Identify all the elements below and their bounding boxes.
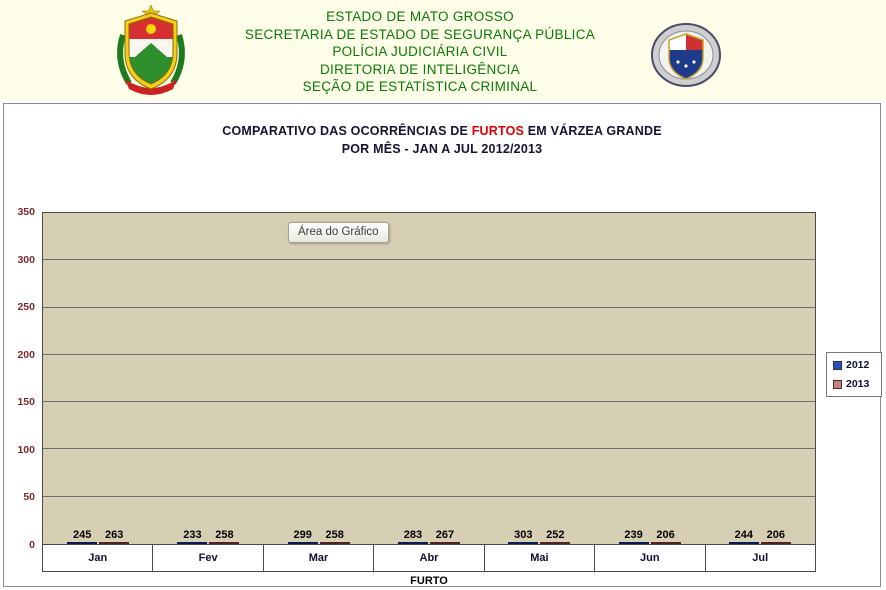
bar-value-label-2013-mai: 252 (546, 529, 565, 541)
legend-swatch-2013 (833, 379, 842, 389)
gridline-150 (43, 401, 815, 403)
bar-2013-mai[interactable]: 252 (540, 529, 571, 544)
category-label-mar: Mar (262, 545, 373, 571)
y-axis-tick-350: 350 (17, 206, 35, 218)
bar-2012-jan[interactable]: 245 (67, 529, 98, 544)
bar-value-label-2012-mar: 299 (293, 529, 312, 541)
x-axis-title: FURTO (410, 575, 448, 587)
bar-2013-abr[interactable]: 267 (429, 529, 460, 544)
bar-2013-mar[interactable]: 258 (319, 529, 350, 544)
chart-title-highlight: FURTOS (471, 124, 525, 138)
y-axis-tick-50: 50 (23, 491, 35, 504)
bar-group-mai: 303 252 (508, 529, 571, 544)
bar-2012-jul[interactable]: 244 (728, 529, 759, 544)
y-axis-tick-100: 100 (17, 443, 35, 456)
bar-value-label-2012-abr: 283 (403, 529, 423, 541)
category-label-abr: Abr (373, 545, 483, 571)
bar-value-label-2013-mar: 258 (325, 529, 344, 541)
bar-2012-fev[interactable]: 233 (177, 529, 208, 544)
bar-value-label-2013-fev: 258 (215, 529, 234, 541)
bar-2012-jun[interactable]: 239 (618, 529, 649, 544)
category-label-mai: Mai (483, 545, 594, 571)
bar-2013-fev[interactable]: 258 (209, 529, 240, 544)
legend-label-2013: 2013 (846, 378, 870, 390)
category-label-fev: Fev (152, 545, 262, 571)
bar-group-mar: 299 258 (287, 529, 350, 544)
bar-group-jun: 239 206 (618, 529, 681, 544)
chart-title-prefix: COMPARATIVO DAS OCORRÊNCIAS DE (222, 124, 472, 138)
legend-swatch-2012 (833, 360, 842, 370)
mato-grosso-coat-of-arms-icon (117, 5, 185, 95)
bar-value-label-2012-mai: 303 (514, 529, 533, 541)
y-axis-tick-0: 0 (29, 539, 35, 551)
bar-2013-jun[interactable]: 206 (650, 529, 681, 544)
bar-value-label-2012-jul: 244 (734, 529, 754, 541)
bar-value-label-2012-fev: 233 (183, 529, 202, 541)
chart-panel: COMPARATIVO DAS OCORRÊNCIAS DE FURTOS EM… (3, 103, 882, 587)
y-axis-tick-300: 300 (17, 253, 35, 266)
org-line-2: SECRETARIA DE ESTADO DE SEGURANÇA PÚBLIC… (244, 26, 596, 42)
gridline-250 (43, 306, 815, 308)
org-line-5: SEÇÃO DE ESTATÍSTICA CRIMINAL (302, 79, 538, 94)
legend-label-2012: 2012 (846, 359, 870, 371)
legend-item-2013[interactable]: 2013 (833, 378, 875, 390)
category-label-jun: Jun (594, 545, 704, 571)
category-label-jan: Jan (88, 552, 108, 564)
gridline-50 (43, 495, 815, 497)
chart-title-suffix: EM VÁRZEA GRANDE (524, 124, 662, 138)
y-axis-tick-250: 250 (17, 301, 35, 314)
gridline-100 (43, 448, 815, 450)
chart-title: COMPARATIVO DAS OCORRÊNCIAS DE FURTOS EM… (4, 124, 880, 156)
y-axis: 0 50 100 150 200 250 300 350 (4, 206, 38, 551)
bar-value-label-2013-abr: 267 (435, 529, 455, 541)
bar-group-fev: 233 258 (177, 529, 240, 544)
org-line-3: POLÍCIA JUDICIÁRIA CIVIL (332, 44, 508, 59)
bar-value-label-2013-jul: 206 (766, 529, 786, 541)
app-header: ESTADO DE MATO GROSSO SECRETARIA DE ESTA… (0, 0, 886, 100)
bar-value-label-2013-jan: 263 (104, 529, 124, 541)
legend-item-2012[interactable]: 2012 (833, 359, 875, 371)
gridline-200 (43, 353, 815, 355)
bar-2012-mar[interactable]: 299 (287, 529, 318, 544)
bar-group-abr: 283 267 (397, 529, 460, 544)
bar-2012-abr[interactable]: 283 (397, 529, 428, 544)
legend-box[interactable]: 2012 2013 (826, 352, 882, 397)
gridline-300 (43, 259, 815, 261)
y-axis-tick-200: 200 (17, 348, 35, 361)
bar-group-jan: 245 263 (67, 529, 130, 544)
bar-group-jul: 244 206 (728, 529, 791, 544)
bar-value-label-2012-jan: 245 (72, 529, 92, 541)
category-label-jul: Jul (704, 545, 815, 571)
org-line-4: DIRETORIA DE INTELIGÊNCIA (319, 61, 521, 77)
chart-area-tooltip: Área do Gráfico (288, 222, 389, 243)
bar-value-label-2013-jun: 206 (656, 529, 675, 541)
bar-2013-jul[interactable]: 206 (760, 529, 791, 544)
y-axis-tick-150: 150 (17, 396, 35, 409)
chart-title-line2: POR MÊS - JAN A JUL 2012/2013 (341, 142, 543, 156)
bar-2013-jan[interactable]: 263 (99, 529, 130, 544)
bar-value-label-2012-jun: 239 (624, 529, 643, 541)
bars-layer: 245 263 233 258 299 258 283 267 303 252 239 206 244 2… (43, 213, 815, 544)
policia-civil-badge-icon (651, 23, 721, 87)
org-line-1: ESTADO DE MATO GROSSO (326, 9, 514, 24)
plot-area[interactable]: 245 263 233 258 299 258 283 267 303 252 239 206 244 2… (42, 212, 816, 545)
category-axis: Jan Fev Mar Abr Mai Jun Jul (42, 544, 816, 572)
org-header-text: ESTADO DE MATO GROSSO SECRETARIA DE ESTA… (200, 8, 640, 96)
bar-2012-mai[interactable]: 303 (508, 529, 539, 544)
